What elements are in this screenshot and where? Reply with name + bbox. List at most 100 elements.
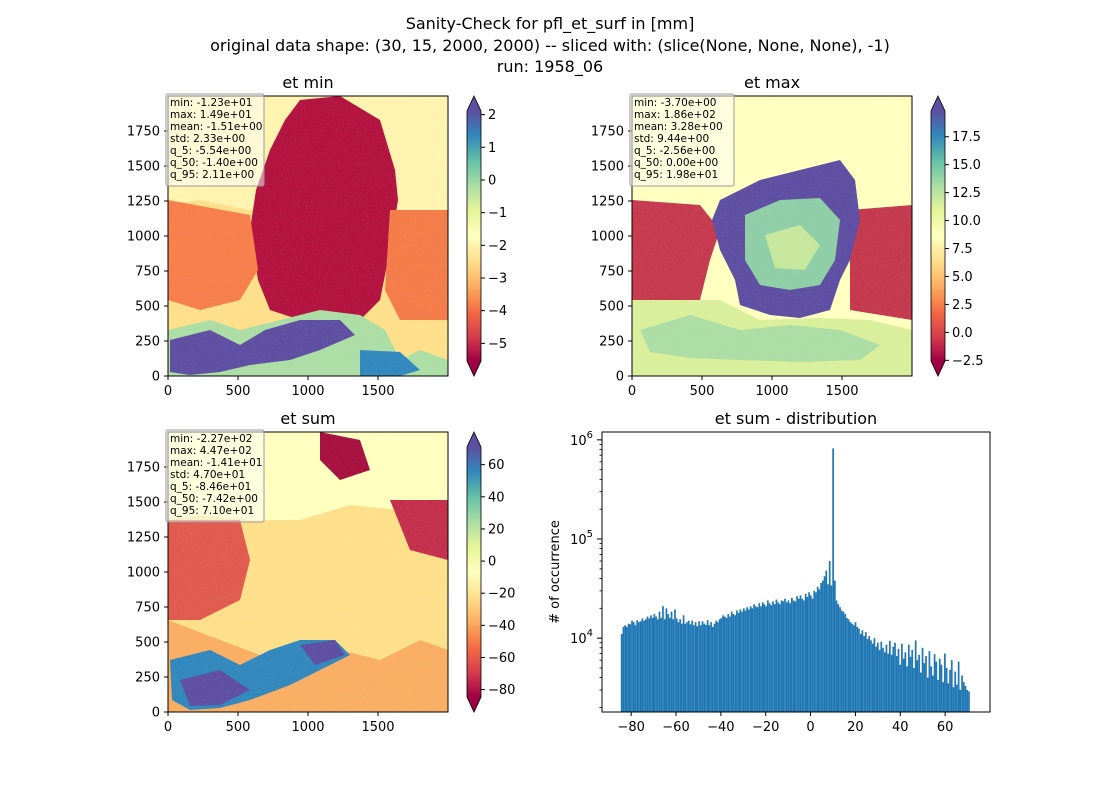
histogram-bar	[670, 611, 673, 712]
histogram-bar	[866, 639, 869, 712]
colorbar-tick-label: −60	[488, 651, 515, 666]
colorbar: 17.5 15.0 12.5 10.0 7.5 5.0 2.5 0.0 −2.5	[930, 95, 984, 377]
histogram-bar	[885, 644, 888, 712]
x-axis: 0 500 1000 1500	[164, 712, 395, 735]
histogram-bar	[846, 617, 848, 712]
histogram-bar	[818, 589, 821, 712]
histogram-bar	[870, 640, 872, 712]
histogram-bar	[641, 618, 644, 712]
y-tick-label: 250	[135, 335, 160, 350]
y-tick-label: 1750	[127, 461, 160, 476]
histogram-bar	[681, 623, 683, 712]
histogram-bar	[701, 621, 704, 712]
histogram-bar	[942, 682, 945, 712]
y-tick-label: 500	[135, 300, 160, 315]
y-tick-label: 1000	[127, 230, 160, 245]
histogram-bar	[720, 617, 723, 712]
y-tick-label: 1000	[127, 566, 160, 581]
histogram-bar	[778, 604, 781, 712]
stats-box: min: -2.27e+02 max: 4.47e+02 mean: -1.41…	[165, 429, 265, 523]
histogram-bar	[644, 619, 647, 712]
colorbar-tick-label: 1	[488, 141, 496, 156]
histogram-bar	[854, 622, 857, 712]
colorbar-tick-label: 17.5	[952, 130, 981, 145]
histogram-bar	[859, 634, 862, 712]
histogram-bar	[954, 671, 957, 712]
histogram-bar	[722, 615, 724, 712]
histogram-bar	[765, 606, 767, 712]
x-tick-label: 0	[628, 384, 636, 399]
stat-line: mean: -1.41e+01	[170, 457, 262, 469]
stat-line: mean: -1.51e+00	[170, 121, 262, 133]
stat-line: q_50: 0.00e+00	[634, 157, 718, 169]
histogram-bar	[856, 626, 859, 712]
y-tick-label: 1750	[591, 125, 624, 140]
x-tick-label: −40	[707, 720, 734, 735]
histogram-bar	[682, 615, 685, 712]
histogram-bar	[883, 652, 886, 712]
y-tick-label: 1500	[127, 160, 160, 175]
histogram-bar	[792, 600, 795, 712]
histogram-bar	[711, 626, 714, 712]
histogram-bar	[851, 623, 853, 712]
histogram-bar	[796, 596, 798, 712]
histogram-bar	[933, 654, 936, 712]
histogram-bar	[708, 625, 711, 712]
panel-title: et sum - distribution	[715, 409, 877, 428]
histogram-bar	[842, 611, 845, 712]
y-tick-label: 1500	[591, 160, 624, 175]
histogram-bar	[968, 691, 970, 712]
histogram-bar	[806, 597, 809, 712]
suptitle-line-3: run: 1958_06	[497, 57, 603, 77]
histogram-bar	[632, 622, 635, 712]
colorbar-tick-label: 0	[488, 173, 496, 188]
colorbar-tick-label: −2	[488, 239, 507, 254]
x-tick-label: 1500	[361, 720, 394, 735]
histogram-bar	[698, 621, 700, 712]
histogram-bar	[625, 626, 628, 712]
histogram-bar	[646, 616, 649, 712]
histogram-bar	[926, 677, 929, 712]
histogram-bar	[758, 603, 761, 712]
histogram-bar	[849, 622, 852, 712]
histogram-bar	[785, 602, 788, 712]
histogram-bar	[653, 614, 656, 712]
histogram-bar	[830, 585, 833, 712]
y-tick-label: 500	[599, 300, 624, 315]
histogram-bar	[627, 623, 630, 712]
histogram-bar	[773, 604, 776, 712]
histogram-bar	[656, 619, 659, 712]
histogram-bar	[675, 618, 678, 712]
histogram-bar	[655, 616, 657, 712]
y-tick-label: 750	[135, 601, 160, 616]
histogram-bar	[710, 622, 712, 712]
histogram-bar	[813, 590, 816, 712]
histogram-bar	[864, 632, 867, 712]
heatmap-image	[168, 432, 448, 712]
histogram-bar	[768, 603, 771, 712]
histogram-bar	[832, 448, 835, 712]
histogram-bar	[895, 656, 898, 712]
histogram-bar	[691, 620, 694, 712]
x-axis: 0 500 1000 1500	[628, 376, 859, 399]
histogram-bar	[914, 640, 917, 712]
histogram-bar	[780, 600, 783, 712]
histogram-bar	[873, 638, 876, 712]
histogram-bar	[717, 622, 719, 712]
x-axis: −80 −60 −40 −20 0 20 40 60	[617, 712, 953, 735]
histogram-bar	[811, 598, 814, 712]
histogram-bar	[761, 602, 764, 712]
histogram-bar	[828, 561, 831, 712]
histogram-bar	[746, 607, 749, 712]
stats-box: min: -1.23e+01 max: 1.49e+01 mean: -1.51…	[165, 93, 265, 187]
histogram-bar	[868, 636, 871, 712]
colorbar-tick-label: 10.0	[952, 214, 981, 229]
histogram-bar	[944, 653, 946, 712]
histogram-bar	[672, 619, 675, 712]
stat-line: max: 4.47e+02	[170, 445, 252, 457]
histogram-bar	[876, 642, 879, 712]
x-tick-label: 40	[892, 720, 909, 735]
histogram-bar	[662, 606, 664, 712]
histogram-bar	[852, 625, 855, 712]
